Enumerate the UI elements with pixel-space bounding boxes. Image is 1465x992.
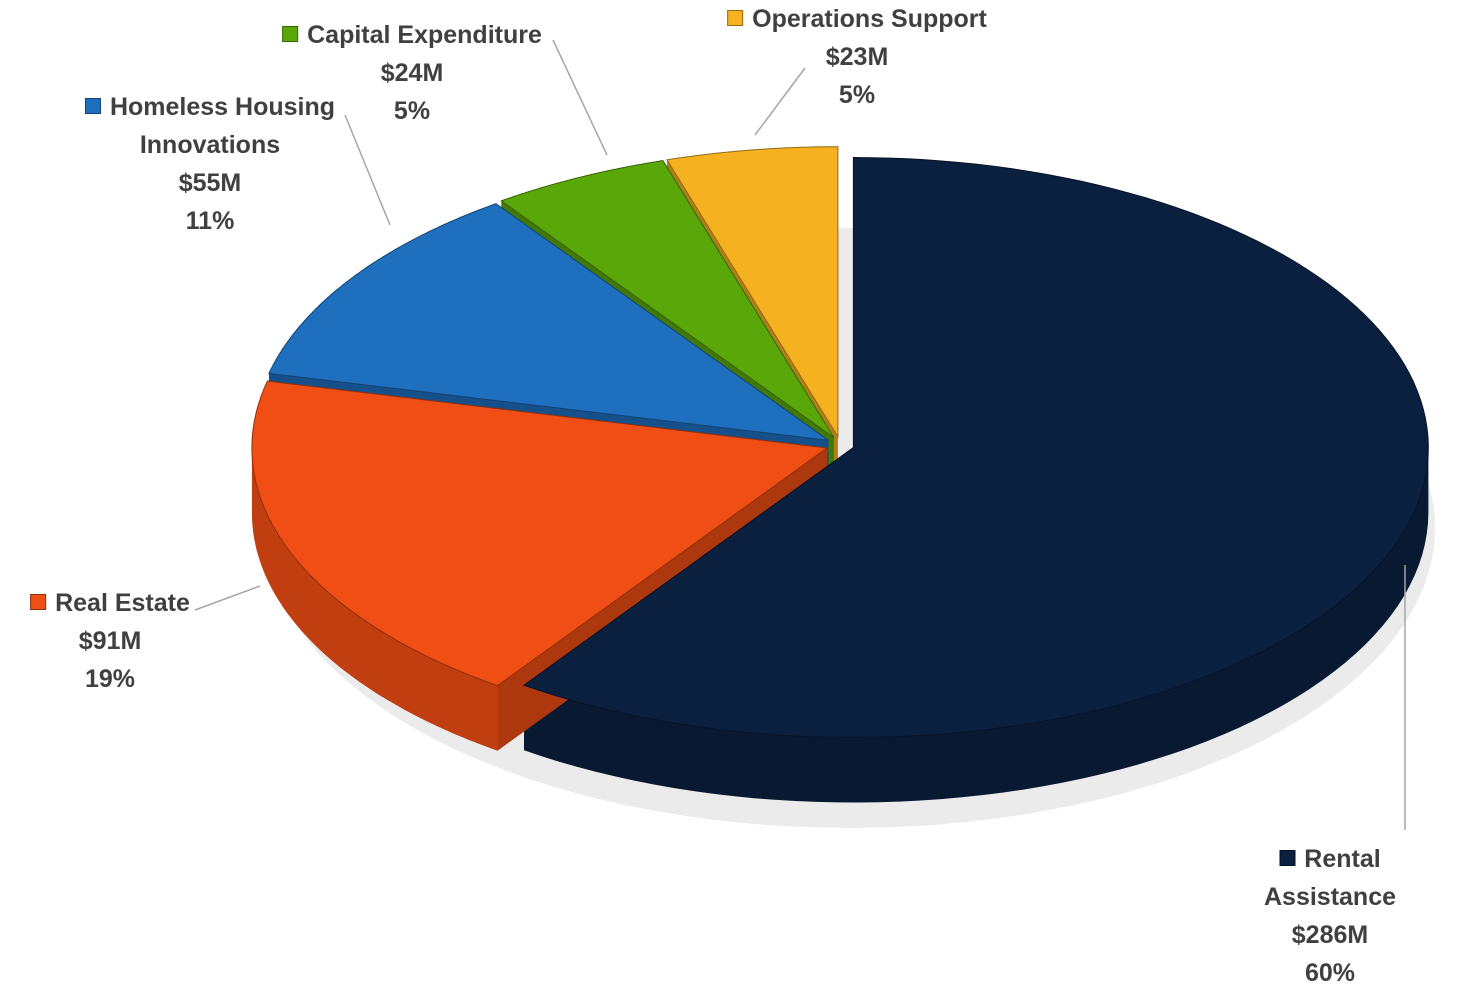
- percent-label: 5%: [838, 81, 876, 109]
- pie-slice: [522, 156, 1429, 738]
- leader-line: [754, 67, 806, 136]
- category: Rental Assistance: [1263, 845, 1397, 911]
- value-label: $24M: [380, 59, 444, 87]
- category: Real Estate: [55, 589, 190, 617]
- data-label: Operations Support $23M 5%: [727, 0, 987, 114]
- value-label: $286M: [1291, 921, 1369, 949]
- legend-swatch: [30, 594, 47, 610]
- chart: [194, 39, 1435, 830]
- data-label: Homeless Housing Innovations $55M 11%: [84, 88, 336, 240]
- value-label: $23M: [825, 43, 889, 71]
- percent-label: 19%: [84, 665, 136, 693]
- data-label: Real Estate $91M 19%: [30, 584, 190, 698]
- data-label: Rental Assistance $286M 60%: [1263, 840, 1398, 992]
- legend-swatch: [282, 26, 299, 42]
- leader-line: [552, 39, 608, 156]
- leader-line: [344, 114, 391, 226]
- pie-slice: [251, 380, 829, 687]
- slice-side: [251, 448, 498, 751]
- slice-side: [524, 447, 1429, 803]
- value-label: $55M: [178, 169, 242, 197]
- percent-label: 5%: [393, 97, 431, 125]
- legend-swatch: [1279, 850, 1296, 866]
- category: Operations Support: [752, 5, 987, 33]
- value-label: $91M: [78, 627, 142, 655]
- pie-slice: [268, 203, 829, 441]
- pie-slice: [500, 160, 835, 438]
- data-label: Capital Expenditure $24M 5%: [282, 16, 542, 130]
- pie-slice: [666, 146, 839, 439]
- category: Homeless Housing Innovations: [109, 93, 336, 159]
- category: Capital Expenditure: [307, 21, 542, 49]
- leader-line: [194, 585, 261, 611]
- percent-label: 11%: [185, 207, 235, 235]
- legend-swatch: [84, 98, 101, 114]
- percent-label: 60%: [1304, 959, 1356, 987]
- legend-swatch: [727, 10, 744, 26]
- page: {"chart_data": {"type": "pie", "categori…: [30, 0, 1435, 987]
